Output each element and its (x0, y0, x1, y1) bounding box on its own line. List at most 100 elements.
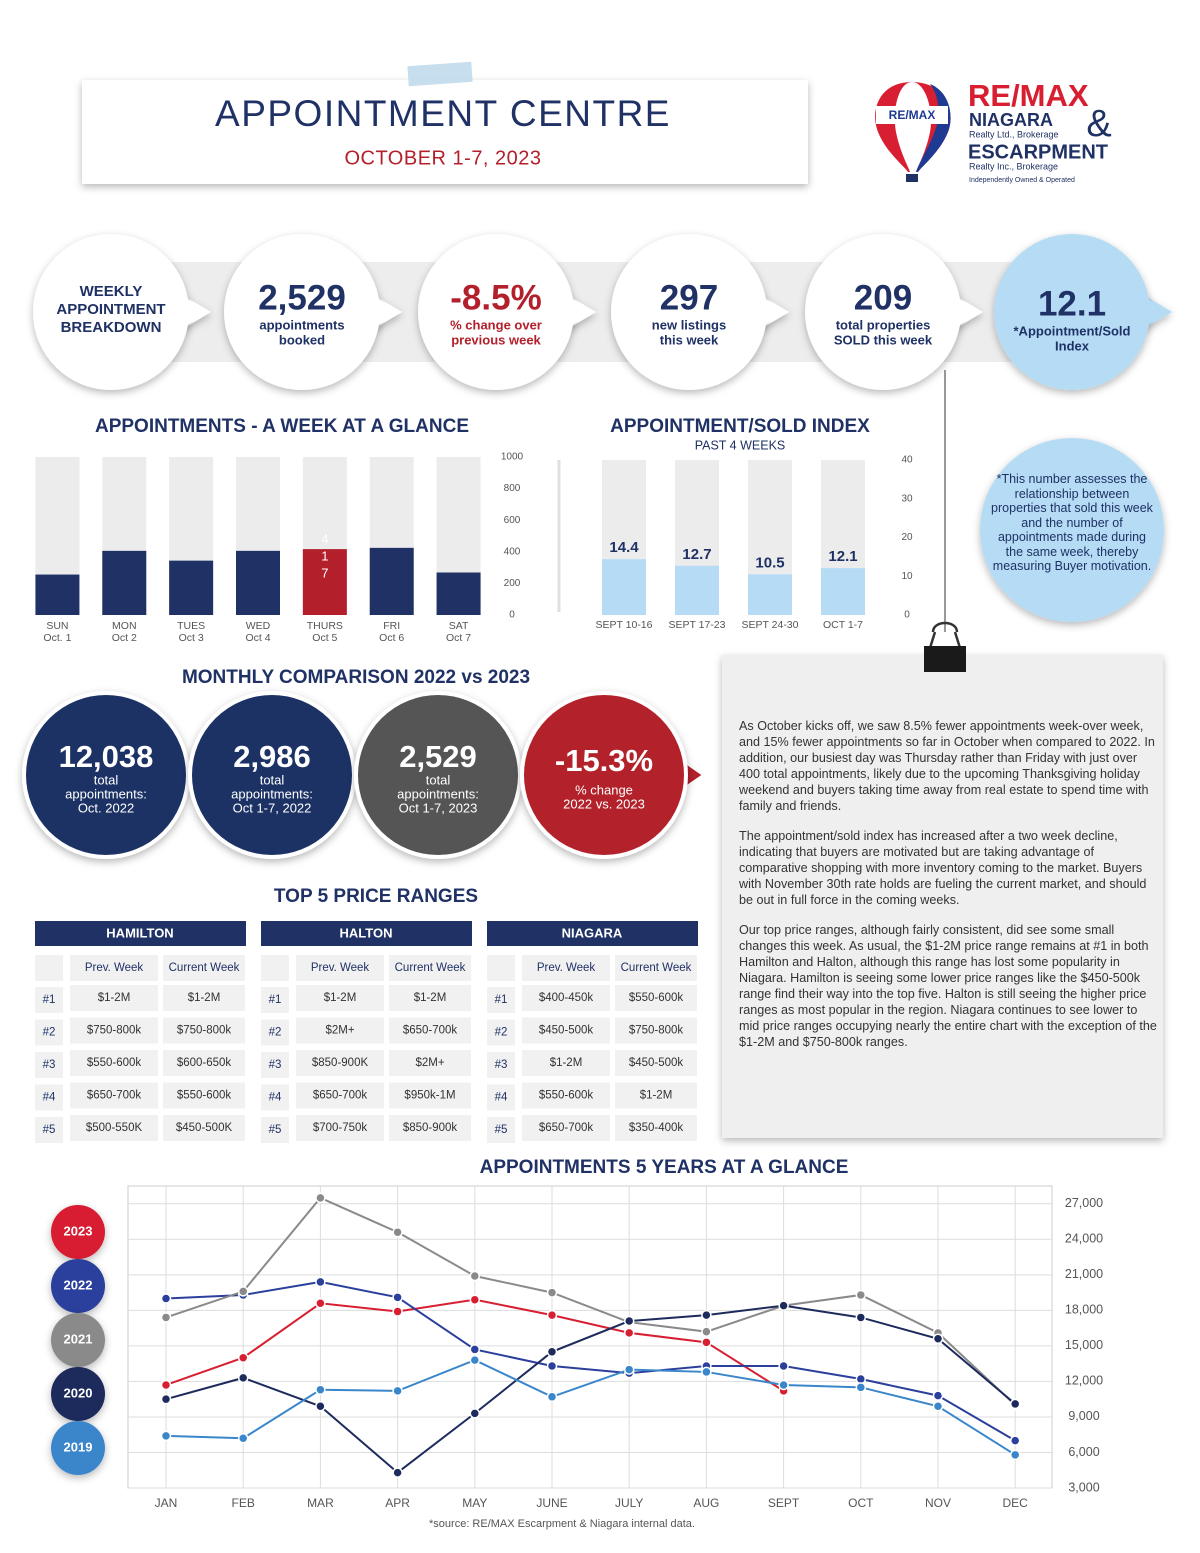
column-header: Prev. Week (311, 962, 370, 974)
table-cell (389, 985, 471, 1011)
table-cell (522, 1050, 610, 1076)
table-cell (70, 1017, 158, 1044)
table-cell (35, 987, 63, 1013)
table-cell (70, 1050, 158, 1076)
point (778, 1360, 789, 1372)
paragraph: As October kicks off, we saw 8.5% fewer … (739, 719, 1155, 813)
table-cell (615, 1050, 697, 1076)
table-cell (487, 1084, 515, 1111)
price-range: $650-700k (403, 1025, 458, 1037)
point (392, 1385, 403, 1397)
y-tick-label: 200 (504, 578, 521, 589)
rank: #2 (495, 1027, 508, 1039)
table-cell (296, 1050, 384, 1076)
bar (748, 574, 792, 615)
point (237, 1372, 249, 1384)
y-tick-label: 40 (901, 455, 913, 466)
x-tick-label: SEPT 24-30 (741, 619, 798, 631)
y-tick-label: 800 (504, 483, 521, 494)
point (315, 1297, 326, 1309)
price-range: $550-600k (539, 1090, 594, 1102)
legend-label: 2020 (64, 1385, 93, 1400)
y-tick-label: 18,000 (1065, 1303, 1103, 1317)
column-header: Current Week (621, 962, 692, 974)
table-cell (487, 1019, 515, 1046)
stat-label: this week (660, 332, 719, 347)
legend-label: 2021 (64, 1331, 93, 1346)
table-cell (296, 1082, 384, 1109)
stat-value: 209 (854, 278, 912, 317)
comparison-value: 2,529 (399, 739, 477, 774)
stat-label: SOLD this week (834, 332, 933, 347)
value-label: 417 (317, 532, 332, 583)
logo-amp: & (1086, 103, 1111, 145)
comparison-value: 12,038 (59, 739, 154, 774)
point (315, 1384, 326, 1395)
x-tick-label: SEPT 17-23 (668, 619, 725, 631)
y-tick-label: 10 (901, 571, 913, 582)
rank: #5 (43, 1124, 56, 1136)
table-cell (70, 1115, 158, 1141)
stat-value: 12.1 (1038, 284, 1106, 323)
table-cell (615, 955, 697, 981)
value-label: 10.5 (755, 554, 784, 571)
rank: #1 (495, 994, 508, 1006)
bar (102, 550, 147, 615)
legend-swatch (51, 1259, 105, 1313)
rank: #4 (269, 1092, 282, 1104)
price-range: $700-750k (313, 1122, 368, 1134)
table-cell (163, 1082, 245, 1109)
y-tick-label: 15,000 (1065, 1338, 1103, 1352)
point (778, 1379, 789, 1391)
table-cell (261, 1019, 289, 1046)
point (623, 1327, 635, 1339)
rank: #3 (269, 1059, 282, 1071)
table-cell (35, 1117, 63, 1143)
rank: #4 (495, 1092, 508, 1104)
rank: #3 (495, 1059, 508, 1071)
section-title: MONTHLY COMPARISON 2022 vs 2023 (182, 667, 530, 688)
point (1009, 1435, 1021, 1446)
point (855, 1289, 867, 1301)
point (392, 1467, 403, 1478)
tape (407, 61, 473, 87)
x-tick-label: THURS (307, 620, 343, 632)
x-tick-label: SEPT 10-16 (595, 619, 652, 631)
point (932, 1401, 944, 1412)
line (165, 1358, 1016, 1456)
line (165, 1280, 1016, 1442)
table-cell (487, 987, 515, 1013)
point (932, 1390, 944, 1401)
stat-value: -8.5% (450, 278, 541, 317)
chart-subtitle: PAST 4 WEEKS (695, 438, 786, 452)
table-cell (296, 1115, 384, 1141)
chart-title: APPOINTMENTS 5 YEARS AT A GLANCE (480, 1157, 849, 1178)
bar (602, 559, 646, 615)
price-range: $550-600k (87, 1057, 142, 1069)
x-tick-label: OCT 1-7 (823, 619, 863, 631)
comparison-label: Oct 1-7, 2023 (399, 800, 478, 815)
point (315, 1276, 326, 1288)
price-range: $450-500k (629, 1057, 684, 1069)
region-name: HAMILTON (106, 925, 173, 940)
table-cell (487, 1117, 515, 1143)
point (546, 1346, 558, 1358)
point (392, 1292, 403, 1303)
point (160, 1293, 172, 1304)
stat-value: 297 (660, 278, 718, 317)
table-cell (163, 985, 245, 1011)
rank: #1 (269, 994, 282, 1006)
y-tick-label: 20 (901, 532, 913, 543)
point (546, 1287, 558, 1298)
stat-label: appointments (259, 317, 344, 332)
table-cell (163, 955, 245, 981)
price-range: $750-800k (629, 1025, 684, 1037)
x-tick-label: WED (246, 620, 271, 632)
price-range: $750-800k (177, 1025, 232, 1037)
bubble-pointer (949, 294, 983, 330)
y-tick-label: 1000 (501, 452, 524, 463)
point (701, 1366, 712, 1378)
price-range: $350-400k (629, 1122, 684, 1134)
price-range: $1-2M (98, 992, 131, 1004)
